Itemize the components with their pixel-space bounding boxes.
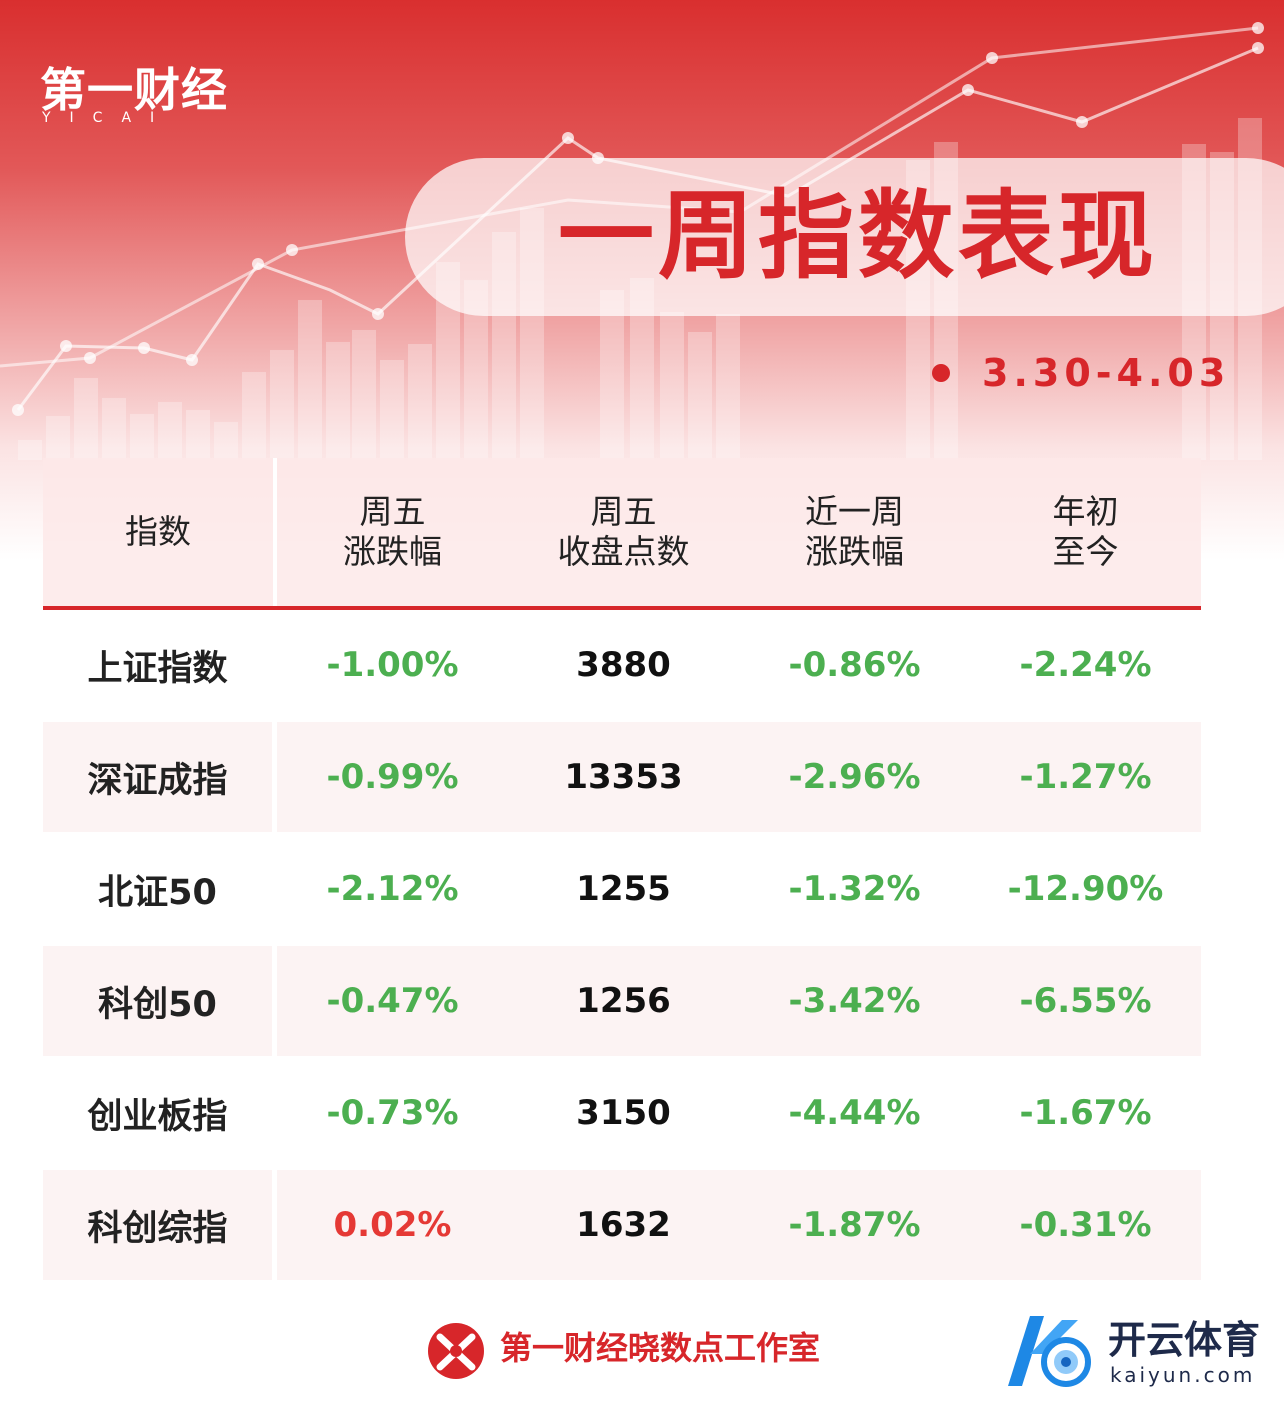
- table-row: 深证成指 -0.99% 13353 -2.96% -1.27%: [43, 722, 1201, 832]
- index-name: 北证50: [98, 872, 217, 913]
- week-change: -3.42%: [788, 981, 921, 1021]
- fri-change: -0.47%: [326, 981, 459, 1021]
- week-change: -1.87%: [788, 1205, 921, 1245]
- fri-close: 3880: [576, 645, 671, 685]
- index-name: 创业板指: [87, 1096, 228, 1137]
- studio-name: 第一财经晓数点工作室: [500, 1329, 821, 1367]
- table-row: 科创综指 0.02% 1632 -1.87% -0.31%: [43, 1170, 1201, 1280]
- yicai-studio-logo-icon: [428, 1323, 484, 1379]
- kaiyun-k-logo-icon: [1008, 1316, 1091, 1387]
- date-range: 3.30-4.03: [982, 351, 1231, 395]
- page-title: 一周指数表现: [558, 180, 1158, 292]
- yicai-logo: 第一财经 YICAI: [40, 64, 228, 126]
- logo-cn: 第一财经: [40, 63, 228, 117]
- fri-change: -0.99%: [326, 757, 459, 797]
- index-name: 上证指数: [87, 648, 228, 689]
- ytd-change: -2.24%: [1019, 645, 1152, 685]
- header-fri-change: 周五 涨跌幅: [343, 492, 442, 571]
- table-row: 北证50 -2.12% 1255 -1.32% -12.90%: [43, 834, 1201, 944]
- ytd-change: -12.90%: [1007, 869, 1164, 909]
- fri-change: -1.00%: [326, 645, 459, 685]
- ytd-change: -0.31%: [1019, 1205, 1152, 1245]
- week-change: -4.44%: [788, 1093, 921, 1133]
- week-change: -1.32%: [788, 869, 921, 909]
- fri-close: 1632: [576, 1205, 671, 1245]
- fri-close: 13353: [564, 757, 683, 797]
- ytd-change: -1.27%: [1019, 757, 1152, 797]
- header-fri-close: 周五 收盘点数: [557, 492, 690, 571]
- fri-close: 3150: [576, 1093, 671, 1133]
- logo-en: YICAI: [42, 110, 174, 126]
- week-change: -0.86%: [788, 645, 921, 685]
- partner-name: 开云体育: [1108, 1318, 1261, 1362]
- table-header: 指数 周五 涨跌幅 周五 收盘点数 近一周 涨跌幅 年初 至今: [43, 458, 1201, 610]
- fri-close: 1255: [576, 869, 671, 909]
- title-pill: [405, 158, 1284, 316]
- header-week-change: 近一周 涨跌幅: [805, 492, 904, 571]
- index-name: 科创综指: [43, 1170, 272, 1280]
- ytd-change: -6.55%: [1019, 981, 1152, 1021]
- table-row: 创业板指 -0.73% 3150 -4.44% -1.67%: [43, 1058, 1201, 1168]
- fri-change: -0.73%: [326, 1093, 459, 1133]
- index-name: 深证成指: [43, 722, 272, 832]
- partner-url: kaiyun.com: [1110, 1363, 1256, 1387]
- index-name: 科创50: [43, 946, 272, 1056]
- week-change: -2.96%: [788, 757, 921, 797]
- fri-change: -2.12%: [326, 869, 459, 909]
- fri-close: 1256: [576, 981, 671, 1021]
- header-index: 指数: [125, 512, 191, 551]
- header-ytd: 年初 至今: [1052, 492, 1119, 571]
- ytd-change: -1.67%: [1019, 1093, 1152, 1133]
- header-divider: [273, 458, 277, 606]
- table-row: 科创50 -0.47% 1256 -3.42% -6.55%: [43, 946, 1201, 1056]
- table-row: 上证指数 -1.00% 3880 -0.86% -2.24%: [43, 610, 1201, 720]
- date-dot: [932, 364, 950, 382]
- fri-change: 0.02%: [333, 1205, 452, 1245]
